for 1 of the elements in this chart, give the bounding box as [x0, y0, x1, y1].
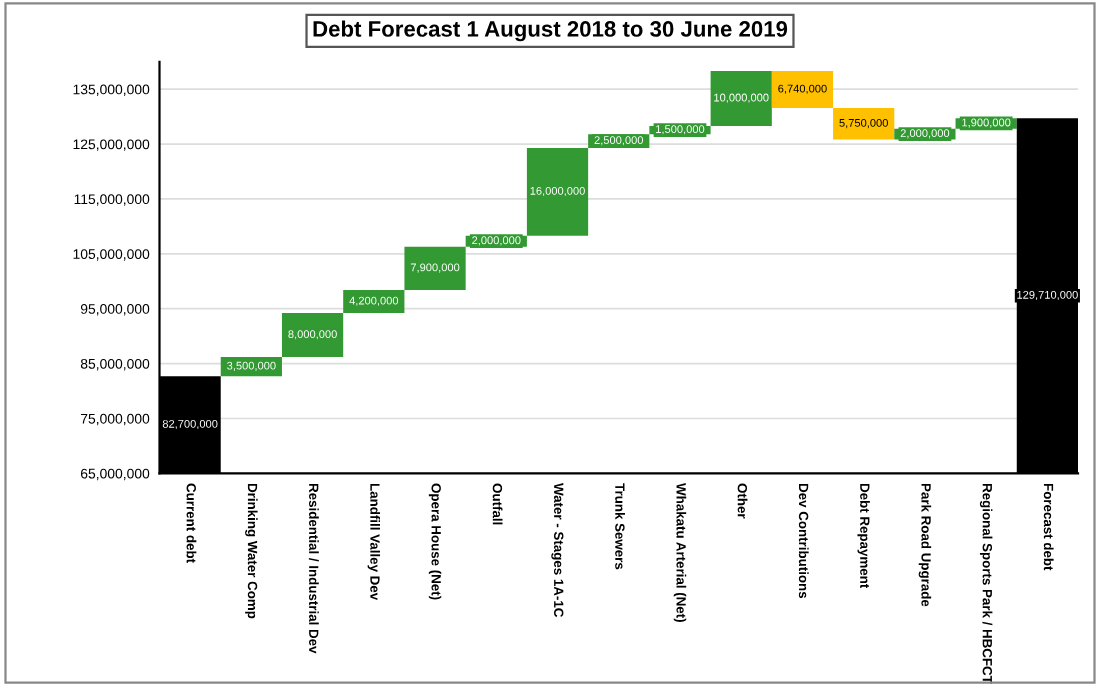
- chart-title: Debt Forecast 1 August 2018 to 30 June 2019: [313, 20, 788, 42]
